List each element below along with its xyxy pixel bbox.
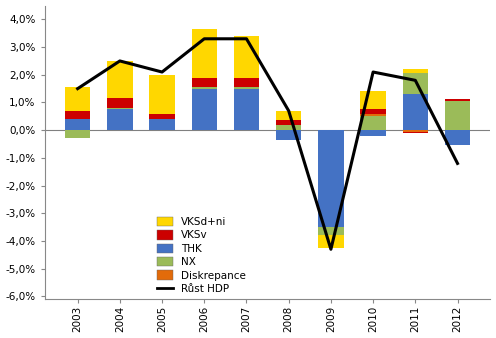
Bar <box>107 98 132 108</box>
Bar <box>234 36 259 77</box>
Bar <box>276 130 302 140</box>
Bar <box>403 73 428 94</box>
Bar <box>65 111 90 119</box>
Bar <box>149 119 175 130</box>
Bar <box>361 91 386 110</box>
Bar <box>191 87 217 89</box>
Bar <box>149 114 175 119</box>
Bar <box>403 130 428 131</box>
Bar <box>276 125 302 130</box>
Bar <box>361 130 386 136</box>
Bar <box>191 29 217 77</box>
Bar <box>276 111 302 120</box>
Bar <box>149 75 175 114</box>
Bar <box>234 77 259 87</box>
Bar <box>191 77 217 87</box>
Bar <box>318 227 344 236</box>
Bar <box>191 89 217 130</box>
Bar <box>234 87 259 89</box>
Bar <box>403 94 428 130</box>
Bar <box>445 99 470 101</box>
Bar <box>107 108 132 110</box>
Bar <box>276 120 302 125</box>
Bar <box>318 236 344 248</box>
Bar <box>361 110 386 114</box>
Legend: VKSd+ni, VKSv, THK, NX, Diskrepance, Růst HDP: VKSd+ni, VKSv, THK, NX, Diskrepance, Růs… <box>157 217 246 294</box>
Bar <box>107 61 132 98</box>
Bar <box>107 110 132 130</box>
Bar <box>318 130 344 227</box>
Bar <box>65 130 90 139</box>
Bar <box>403 131 428 133</box>
Bar <box>361 116 386 130</box>
Bar <box>403 69 428 73</box>
Bar <box>234 89 259 130</box>
Bar <box>445 130 470 145</box>
Bar <box>361 114 386 116</box>
Bar <box>65 119 90 130</box>
Bar <box>445 101 470 130</box>
Bar <box>65 87 90 111</box>
